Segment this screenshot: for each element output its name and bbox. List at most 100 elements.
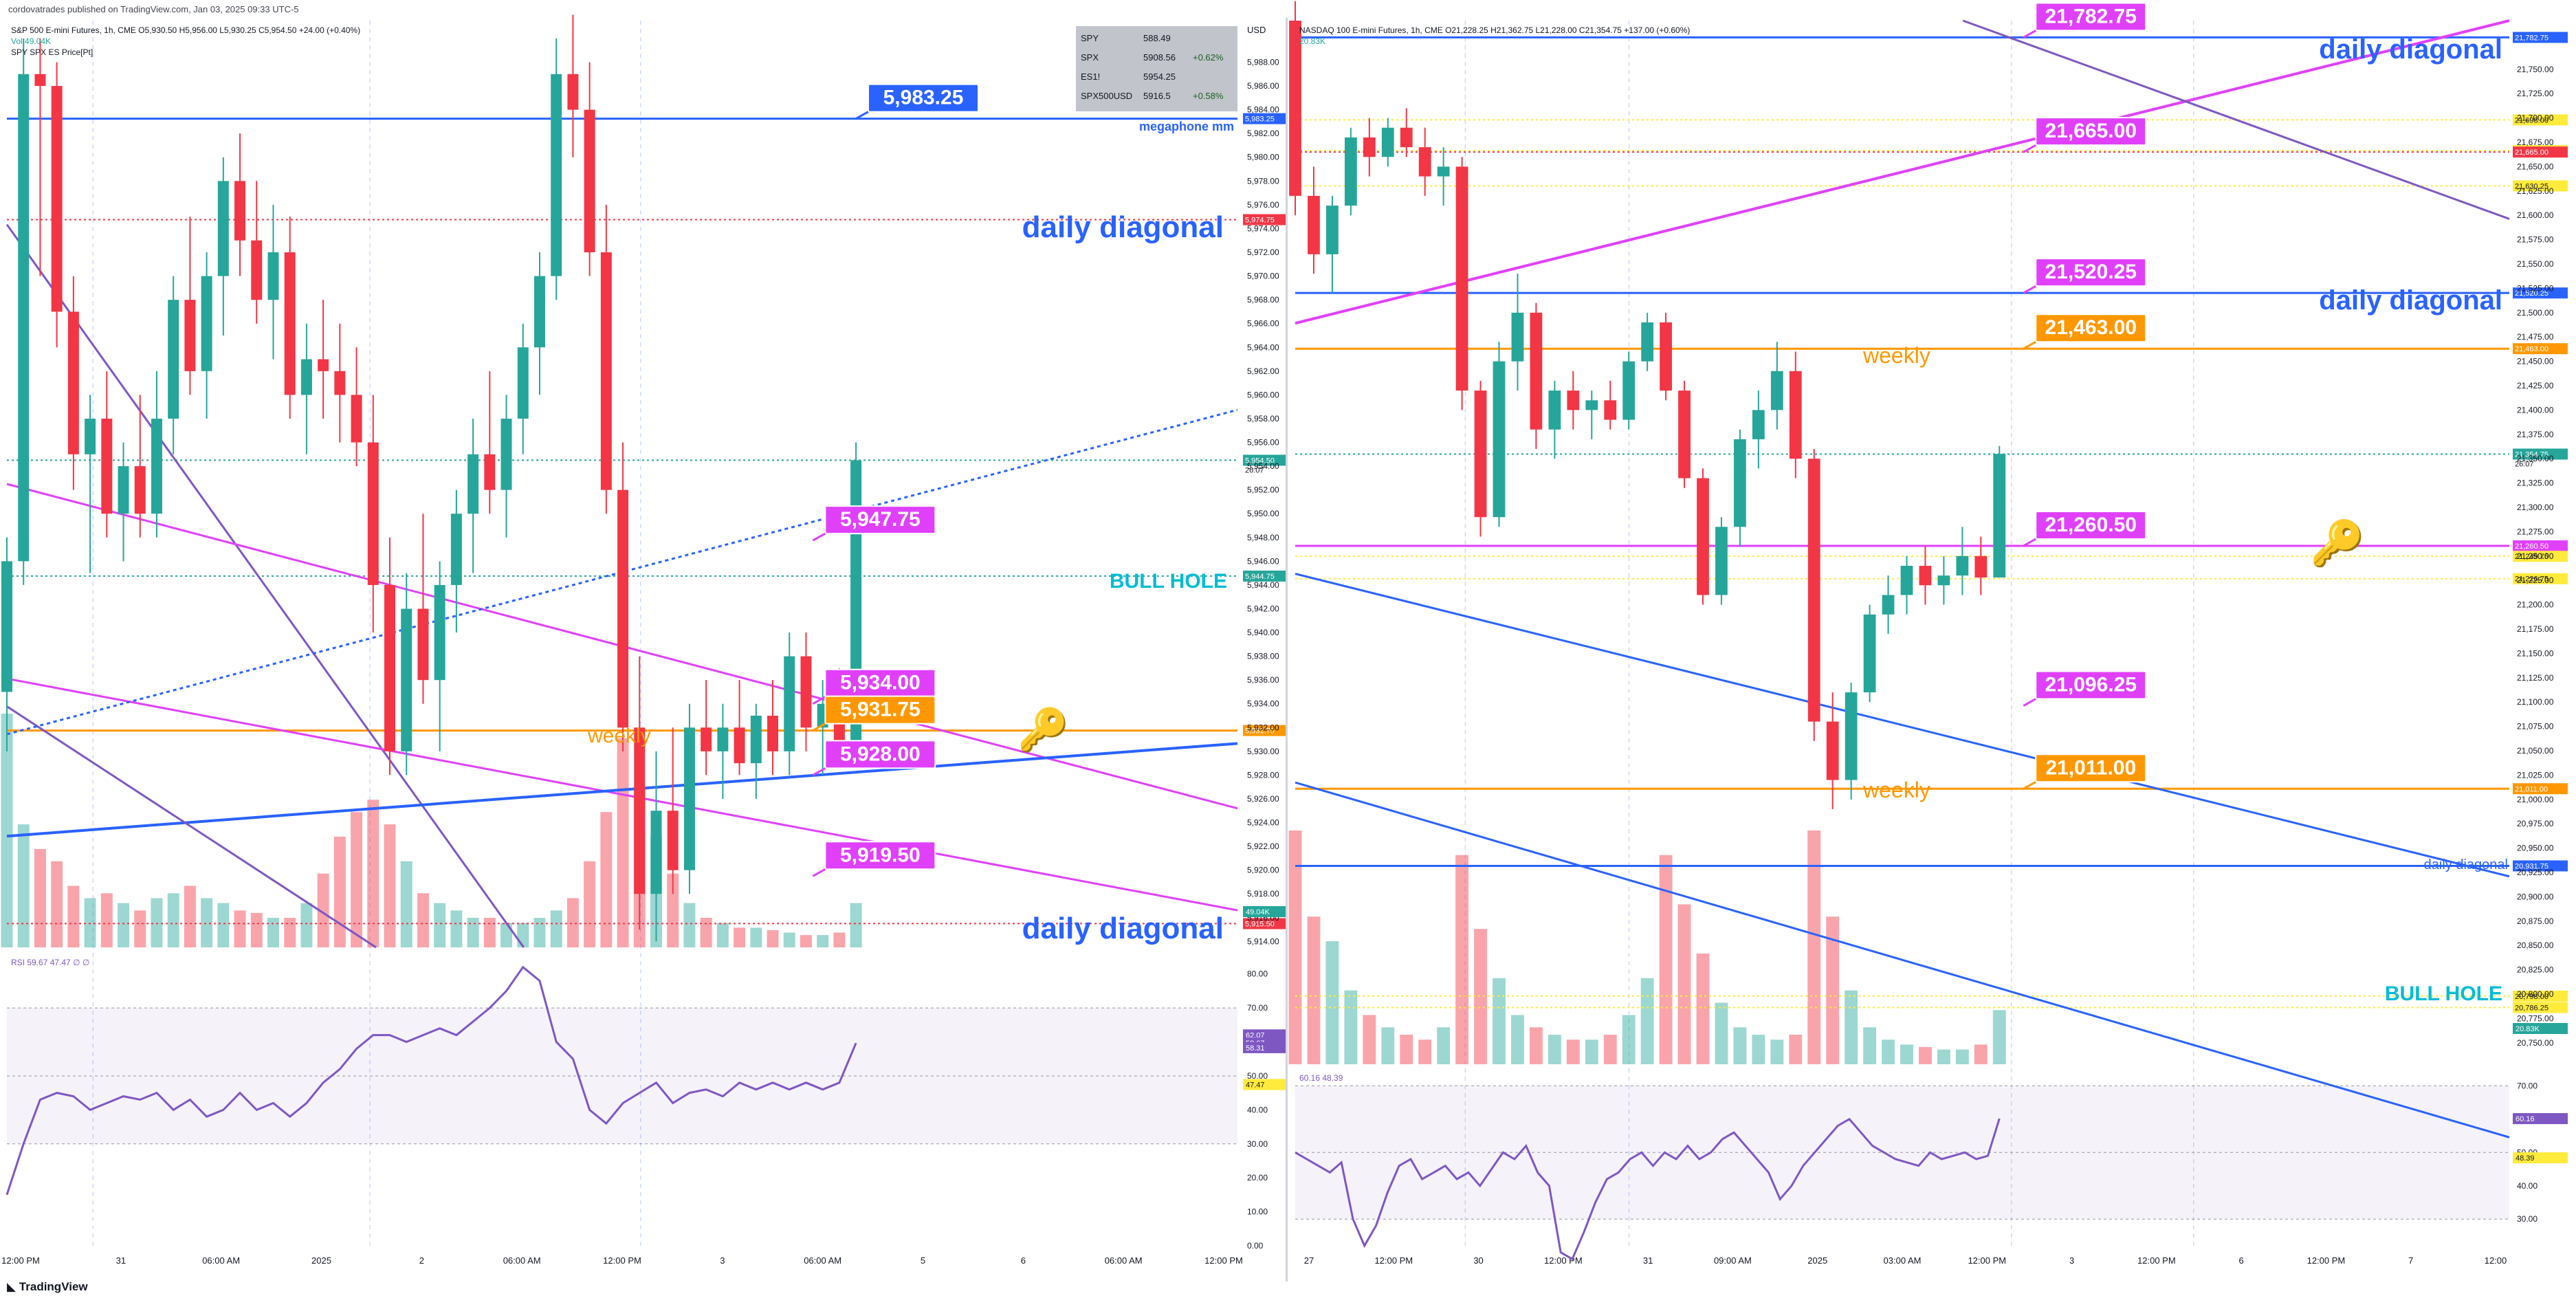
left-volume-bar [533, 918, 546, 947]
right-candle-body [1585, 400, 1598, 410]
right-x-tick-label: 7 [2408, 1255, 2413, 1266]
left-volume-bar [118, 903, 129, 947]
left-price-callout [868, 83, 979, 113]
right-candle-body [1363, 137, 1376, 157]
right-level-badge-text: 20,786.25 [2515, 1004, 2549, 1013]
left-volume-bar [783, 932, 795, 947]
left-candle-body [750, 716, 762, 764]
right-volume-bar [1344, 990, 1358, 1064]
right-daily-diagonal-top: daily diagonal [2319, 34, 2502, 65]
left-x-tick-label: 31 [116, 1255, 126, 1266]
right-y-tick-label: 21,600.00 [2517, 210, 2554, 220]
left-volume-bar [167, 893, 179, 947]
left-y-tick-label: 5,978.00 [1247, 176, 1279, 186]
right-level-badge-text: 21,665.00 [2515, 148, 2549, 157]
quote-value: 588.49 [1143, 33, 1171, 43]
right-x-tick-label: 03:00 AM [1884, 1255, 1922, 1266]
left-volume-bar [683, 903, 696, 947]
left-vol-badge-text: 49.04K [1246, 908, 1270, 916]
left-volume-bar [234, 910, 246, 947]
left-candle-body [201, 276, 212, 371]
left-volume-bar [384, 824, 396, 947]
right-level-badge-text: 20,798.00 [2515, 993, 2549, 1001]
left-y-tick-label: 5,956.00 [1247, 438, 1279, 448]
left-candle-body [800, 656, 812, 728]
right-level-badge-text: 21,630.25 [2515, 182, 2549, 190]
left-candle-body [434, 584, 445, 681]
left-y-tick-label: 5,924.00 [1247, 818, 1279, 828]
left-volume-bar [51, 861, 63, 947]
right-daily-diagonal-low: daily diagonal [2424, 857, 2508, 872]
left-candle-body [51, 86, 63, 312]
left-y-tick-label: 5,972.00 [1247, 248, 1279, 257]
left-level-badge-text: 5,983.25 [1245, 116, 1275, 124]
right-chart-panel: 21,782.7521,698.0021,666.5021,665.0021,6… [1288, 1, 2568, 1266]
right-candle-body [1660, 322, 1672, 391]
right-volume-bar [1845, 990, 1858, 1064]
right-volume-bar [1919, 1046, 1932, 1064]
right-callout-pointer [2023, 780, 2036, 790]
left-y-tick-label: 5,964.00 [1247, 342, 1279, 352]
right-candle-body [1400, 127, 1413, 148]
right-volume-bar [1863, 1027, 1877, 1064]
right-volume-bar [1548, 1035, 1561, 1064]
right-volume-bar [1955, 1049, 1969, 1064]
right-x-tick-label: 12:00 PM [2307, 1255, 2346, 1266]
right-y-tick-label: 21,275.00 [2517, 527, 2554, 536]
left-volume-bar [300, 903, 313, 947]
right-y-tick-label: 21,400.00 [2517, 405, 2554, 415]
left-weekly-label: weekly [587, 725, 651, 747]
left-candle-body [417, 608, 429, 681]
right-volume-bar [1566, 1040, 1580, 1064]
right-y-tick-label: 21,475.00 [2517, 332, 2554, 342]
right-candle-body [1807, 459, 1820, 722]
right-volume-bar [1937, 1049, 1950, 1064]
right-callout-pointer [2023, 30, 2036, 38]
left-x-tick-label: 06:00 AM [804, 1255, 841, 1266]
panel-divider[interactable] [1286, 18, 1288, 1282]
right-price-callout [2035, 670, 2147, 700]
right-price-callout [2035, 510, 2147, 540]
right-level-badge-text: 21,463.00 [2515, 345, 2549, 353]
left-y-tick-label: 5,962.00 [1247, 366, 1279, 376]
left-rsi-tick: 0.00 [1247, 1241, 1264, 1251]
right-price-callout-text: 21,260.50 [2045, 514, 2137, 536]
left-trendline [5, 223, 525, 948]
tv-icon: ◣ [7, 1280, 19, 1293]
left-y-tick-label: 5,938.00 [1247, 652, 1279, 661]
left-candle-body [717, 727, 729, 751]
left-candle-body [284, 252, 296, 395]
right-level-badge [2513, 32, 2568, 43]
left-candle-body [384, 584, 395, 751]
quote-table-bg [1076, 26, 1237, 111]
right-candle-body [1937, 575, 1950, 586]
right-rsi-tick: 70.00 [2517, 1081, 2538, 1090]
left-candle-body [168, 300, 179, 419]
left-volume-bar [134, 910, 146, 947]
left-rsi-badge-text: 47.47 [1246, 1081, 1265, 1089]
right-price-callout-text: 21,520.25 [2045, 261, 2137, 283]
left-y-tick-label: 5,940.00 [1247, 628, 1279, 637]
left-candle-body [101, 418, 113, 514]
right-volume-bar [1493, 978, 1506, 1064]
left-y-tick-label: 5,958.00 [1247, 414, 1279, 424]
left-vol-badge [1243, 906, 1286, 917]
right-volume-bar [1752, 1035, 1765, 1064]
left-rsi-badge-text: 58.31 [1246, 1044, 1265, 1053]
right-y-tick-label: 20,975.00 [2517, 819, 2554, 828]
left-volume-bar [201, 898, 213, 947]
right-candle-body [1326, 206, 1339, 254]
left-candle-body [517, 347, 529, 419]
right-rsi-badge [2513, 1113, 2568, 1125]
left-candle-body [67, 311, 79, 454]
quote-change: +0.58% [1193, 91, 1224, 101]
left-candle-body [34, 74, 46, 87]
right-price-callout-text: 21,011.00 [2045, 756, 2136, 779]
left-level-badge-text: 5,931.75 [1245, 727, 1275, 736]
right-volume-bar [1585, 1040, 1598, 1064]
tradingview-logo: ◣ TradingView [7, 1280, 88, 1294]
right-level-badge [2513, 860, 2568, 872]
left-x-tick-label: 2 [419, 1255, 424, 1266]
right-level-badge [2513, 287, 2568, 299]
